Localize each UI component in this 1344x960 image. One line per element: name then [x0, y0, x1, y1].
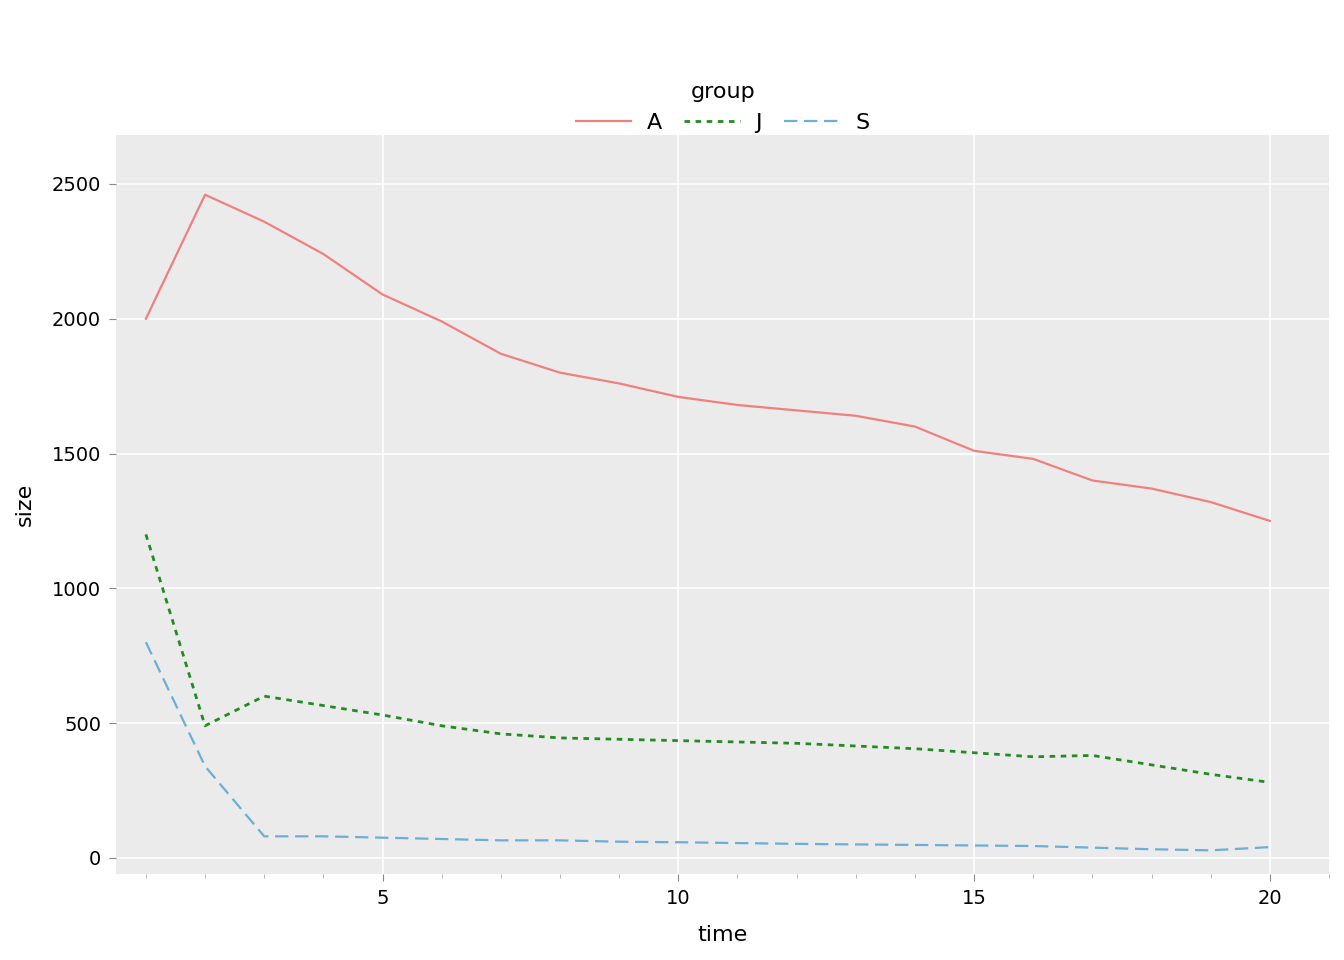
Legend: A, J, S: A, J, S [567, 73, 879, 141]
Y-axis label: size: size [15, 483, 35, 526]
X-axis label: time: time [698, 925, 747, 945]
